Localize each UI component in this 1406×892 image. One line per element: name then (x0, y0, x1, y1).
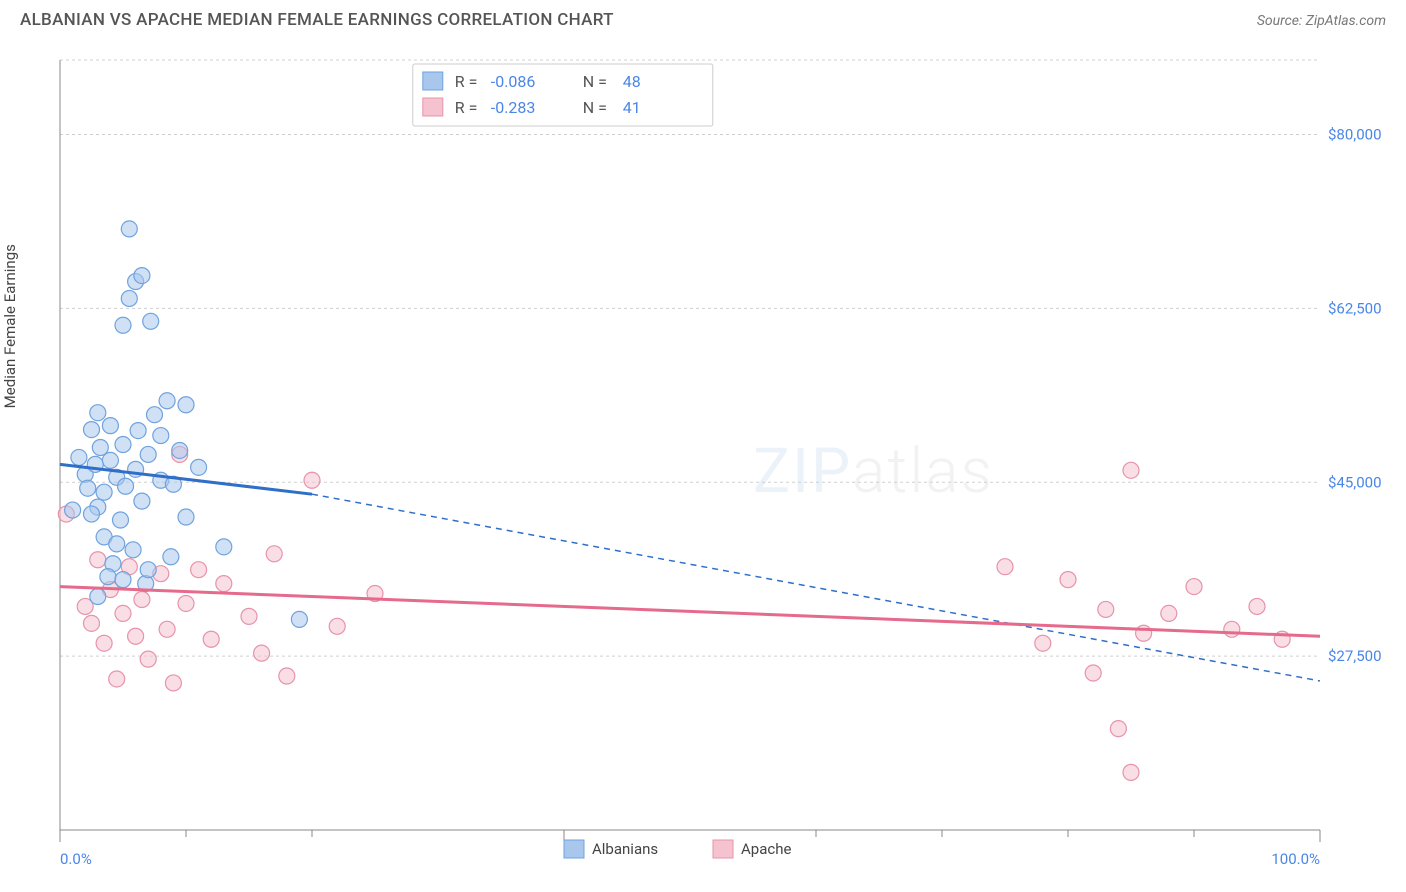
apache-point (1161, 605, 1177, 621)
albanians-point (102, 452, 118, 468)
stat-n-label: N = (583, 72, 607, 91)
x-tick-label: 0.0% (60, 850, 92, 868)
albanians-point (147, 407, 163, 423)
stat-r-label: R = (455, 98, 478, 117)
y-tick-label: $80,000 (1328, 126, 1382, 144)
apache-point (96, 635, 112, 651)
stats-swatch (423, 72, 443, 90)
apache-point (266, 546, 282, 562)
apache-point (279, 668, 295, 684)
albanians-point (153, 428, 169, 444)
albanians-point (130, 423, 146, 439)
albanians-point (191, 459, 207, 475)
albanians-point (71, 449, 87, 465)
albanians-point (118, 478, 134, 494)
chart-container: Median Female Earnings 0.0%100.0%$27,500… (20, 50, 1386, 880)
apache-point (159, 621, 175, 637)
albanians-point (84, 506, 100, 522)
chart-source: Source: ZipAtlas.com (1257, 13, 1386, 29)
albanians-point (90, 405, 106, 421)
apache-point (241, 608, 257, 624)
apache-point (997, 559, 1013, 575)
stat-r-value: -0.283 (491, 98, 536, 117)
albanians-point (109, 536, 125, 552)
albanians-trend-extrapolation (312, 494, 1320, 681)
albanians-point (163, 549, 179, 565)
stat-n-value: 41 (623, 98, 641, 117)
albanians-point (115, 317, 131, 333)
albanians-point (96, 484, 112, 500)
watermark: ZIPatlas (753, 435, 994, 508)
apache-point (1098, 601, 1114, 617)
y-tick-label: $45,000 (1328, 473, 1382, 491)
albanians-point (65, 502, 81, 518)
apache-point (1110, 721, 1126, 737)
albanians-point (178, 509, 194, 525)
legend-label-apache: Apache (741, 840, 791, 858)
albanians-point (143, 313, 159, 329)
albanians-point (112, 512, 128, 528)
apache-point (1060, 572, 1076, 588)
apache-point (1249, 598, 1265, 614)
albanians-point (115, 572, 131, 588)
apache-point (140, 651, 156, 667)
apache-point (1186, 579, 1202, 595)
stat-r-label: R = (455, 72, 478, 91)
scatter-chart: 0.0% 100.0% $27,500 $45,000 $62,500 $80,000 ZI… (20, 50, 1386, 880)
legend-swatch-apache (713, 840, 733, 858)
albanians-point (80, 480, 96, 496)
apache-point (109, 671, 125, 687)
albanians-point (134, 268, 150, 284)
albanians-point (140, 446, 156, 462)
legend-label-albanians: Albanians (592, 840, 658, 858)
apache-point (178, 595, 194, 611)
albanians-point (84, 422, 100, 438)
stats-swatch (423, 98, 443, 116)
apache-point (304, 472, 320, 488)
apache-point (203, 631, 219, 647)
apache-point (1123, 462, 1139, 478)
apache-point (1035, 635, 1051, 651)
albanians-point (121, 221, 137, 237)
apache-point (1224, 621, 1240, 637)
albanians-point (291, 611, 307, 627)
chart-title: ALBANIAN VS APACHE MEDIAN FEMALE EARNING… (20, 10, 614, 30)
albanians-point (172, 442, 188, 458)
legend-swatch-albanians (564, 840, 584, 858)
albanians-point (178, 397, 194, 413)
apache-point (128, 628, 144, 644)
albanians-point (216, 539, 232, 555)
y-tick-label: $62,500 (1328, 299, 1382, 317)
albanians-point (100, 569, 116, 585)
stat-n-value: 48 (623, 72, 641, 91)
apache-point (115, 605, 131, 621)
y-axis-label: Median Female Earnings (1, 244, 19, 408)
apache-point (90, 552, 106, 568)
apache-point (329, 618, 345, 634)
albanians-point (159, 393, 175, 409)
apache-point (1123, 764, 1139, 780)
stat-r-value: -0.086 (491, 72, 536, 91)
apache-point (84, 615, 100, 631)
albanians-point (90, 589, 106, 605)
albanians-point (140, 562, 156, 578)
apache-point (254, 645, 270, 661)
apache-point (216, 576, 232, 592)
legend: Albanians Apache (564, 840, 791, 858)
stats-box: R = -0.086 N = 48 R = -0.283 N = 41 (413, 64, 713, 126)
apache-point (1085, 665, 1101, 681)
apache-point (134, 591, 150, 607)
stat-n-label: N = (583, 98, 607, 117)
apache-point (191, 562, 207, 578)
albanians-point (125, 542, 141, 558)
albanians-point (115, 437, 131, 453)
albanians-point (102, 418, 118, 434)
albanians-point (121, 290, 137, 306)
y-tick-label: $27,500 (1328, 647, 1382, 665)
x-tick-label: 100.0% (1271, 850, 1320, 868)
apache-point (165, 675, 181, 691)
albanians-point (134, 493, 150, 509)
